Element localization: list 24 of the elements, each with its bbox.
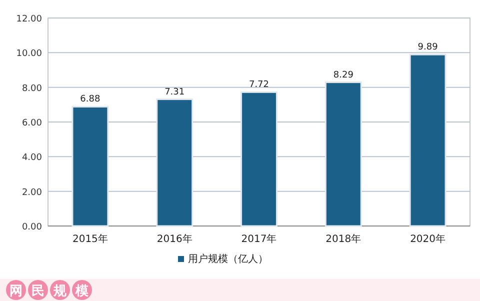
- y-tick-label: 2.00: [22, 188, 42, 198]
- bar: [72, 106, 109, 227]
- x-tick-label: 2020年: [410, 233, 446, 245]
- x-tick-label: 2017年: [241, 233, 277, 245]
- text: 7.72: [248, 80, 270, 90]
- x-tick-label: 2016年: [156, 233, 192, 245]
- y-tick-label: 12.00: [16, 14, 42, 24]
- y-tick-label: 10.00: [16, 49, 42, 60]
- bar: [409, 54, 446, 227]
- text: 7.31: [164, 87, 185, 98]
- text: 6.88: [80, 94, 100, 105]
- text: 网民规模: [10, 284, 88, 299]
- x-tick-label: 2015年: [72, 233, 108, 245]
- y-tick-label: 8.00: [22, 84, 42, 94]
- y-tick-label: 4.00: [22, 153, 42, 164]
- text: 9.89: [418, 42, 438, 53]
- bar: [240, 91, 278, 227]
- text: 8.29: [333, 70, 354, 80]
- y-tick-label: 6.00: [22, 118, 42, 128]
- bar: [156, 98, 194, 227]
- x-tick-label: 2018年: [326, 233, 362, 245]
- y-tick-label: 0.00: [22, 222, 42, 232]
- bar: [324, 82, 362, 227]
- legend-label: 用户规模（亿人）: [188, 253, 268, 265]
